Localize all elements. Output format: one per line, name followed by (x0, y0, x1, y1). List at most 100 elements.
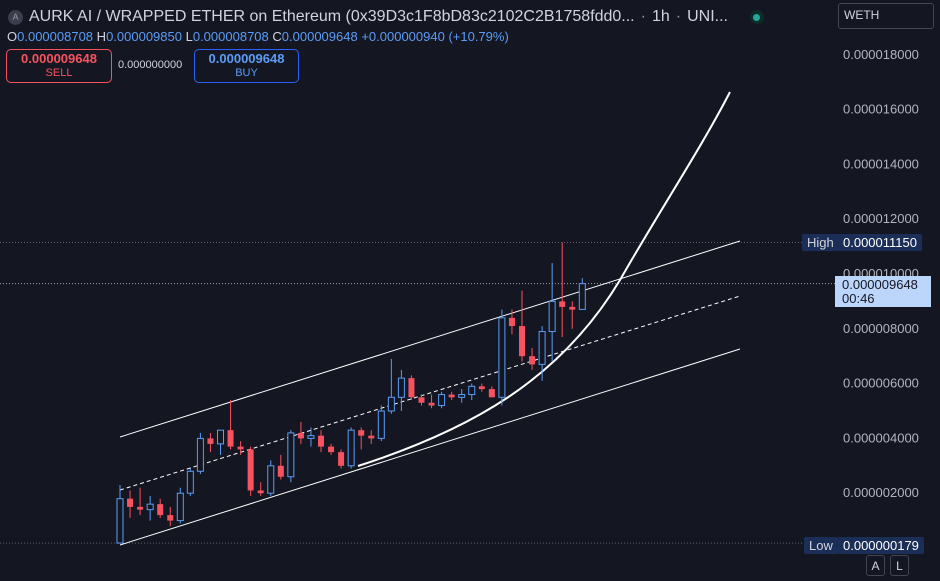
symbol-title[interactable]: AURK AI / WRAPPED ETHER on Ethereum (0x3… (29, 8, 635, 25)
candle (397, 369, 405, 411)
candle (408, 375, 415, 401)
bar-countdown: 00:46 (842, 291, 875, 306)
candle (368, 430, 375, 444)
candle (418, 394, 425, 406)
interval-label[interactable]: 1h (651, 8, 670, 25)
candle (578, 278, 586, 310)
candle-body-up (267, 465, 275, 494)
candle (167, 506, 174, 527)
candle (127, 490, 134, 518)
candle (548, 263, 556, 362)
candle (157, 498, 164, 518)
sell-label: SELL (45, 67, 73, 79)
candle-body-up (498, 317, 506, 398)
high-marker-label: High (802, 234, 839, 251)
high-marker-value: 0.000011150 (838, 234, 922, 251)
candle-body-down (418, 397, 425, 403)
auto-scale-button[interactable]: A (866, 555, 885, 576)
candle (358, 427, 365, 450)
candle (267, 460, 275, 496)
symbol-logo-icon: A (8, 9, 23, 25)
candle-body-down (408, 378, 415, 398)
close-label: C (272, 29, 282, 44)
candle-body-down (508, 317, 515, 327)
channel-middle-line (119, 295, 741, 491)
candle-body-down (328, 446, 335, 453)
candle (377, 405, 385, 442)
price-tick-label: 0.000006000 (843, 376, 919, 391)
candle-body-up (287, 432, 295, 478)
price-tick-label: 0.000012000 (843, 211, 919, 226)
candle (498, 309, 506, 406)
candle-body-down (368, 435, 375, 439)
candle (277, 454, 284, 480)
candle-body-up (377, 410, 385, 439)
buy-button[interactable]: 0.000009648 BUY (194, 49, 299, 83)
candle (508, 309, 515, 335)
candle (186, 468, 194, 496)
candle-body-up (176, 492, 184, 522)
market-status-icon[interactable] (749, 10, 764, 24)
candle (569, 301, 576, 329)
candle (176, 487, 184, 524)
header-separator: · (640, 8, 646, 25)
log-scale-button[interactable]: L (890, 555, 909, 576)
candle-body-down (227, 430, 234, 447)
open-value: 0.000008708 (17, 29, 94, 44)
candle-body-down (237, 446, 244, 450)
sell-price: 0.000009648 (21, 51, 97, 66)
price-tick-label: 0.000018000 (843, 47, 919, 62)
candle-body-up (307, 435, 315, 439)
candle (257, 482, 264, 496)
candle (458, 389, 466, 403)
candlestick-series (116, 242, 586, 544)
candle-body-up (217, 429, 224, 445)
candle (287, 430, 295, 483)
candle (338, 449, 345, 469)
candle-body-up (468, 385, 476, 396)
candle-body-down (137, 506, 144, 510)
candle (207, 432, 214, 453)
candle-body-up (538, 331, 546, 365)
high-value: 0.000009850 (106, 29, 182, 44)
candle-body-up (387, 396, 395, 412)
close-value: 0.000009648 (281, 29, 358, 44)
candle (116, 484, 124, 544)
candle (529, 347, 536, 370)
high-label: H (96, 29, 107, 44)
price-tick-label: 0.000016000 (843, 102, 919, 117)
candle-body-down (529, 356, 536, 365)
candle (559, 242, 566, 338)
candle-body-down (167, 515, 174, 521)
change-value: +0.000000940 (+10.79%) (361, 29, 509, 44)
price-tick-label: 0.000004000 (843, 430, 919, 445)
low-label: L (185, 29, 193, 44)
candle-body-down (559, 301, 566, 307)
candle-body-down (277, 465, 284, 477)
candle (297, 421, 304, 444)
candle (237, 441, 244, 455)
candle (468, 383, 476, 401)
trend-channel-drawing (119, 91, 741, 546)
candle-body-up (578, 283, 586, 310)
candle-body-down (488, 389, 495, 398)
candle (347, 427, 355, 469)
ohlc-legend: O0.000008708 H0.000009850 L0.000008708 C… (7, 29, 509, 44)
sell-button[interactable]: 0.000009648 SELL (6, 49, 112, 83)
symbol-header: A AURK AI / WRAPPED ETHER on Ethereum (0… (8, 6, 830, 28)
low-marker-value: 0.000000179 (838, 537, 924, 554)
low-value: 0.000008708 (192, 29, 269, 44)
quote-currency-select[interactable]: WETH (838, 3, 934, 29)
candle-body-up (146, 503, 154, 511)
current-price-tag: 0.000009648 00:46 (835, 276, 931, 307)
parabolic-curve (357, 91, 731, 467)
candle-body-up (548, 300, 556, 333)
candle-body-up (397, 377, 405, 398)
candle (478, 383, 485, 392)
candle (519, 290, 525, 362)
price-tick-label: 0.000002000 (843, 485, 919, 500)
candle-body-down (569, 306, 576, 310)
candle-body-up (196, 437, 204, 472)
candle (318, 430, 324, 453)
